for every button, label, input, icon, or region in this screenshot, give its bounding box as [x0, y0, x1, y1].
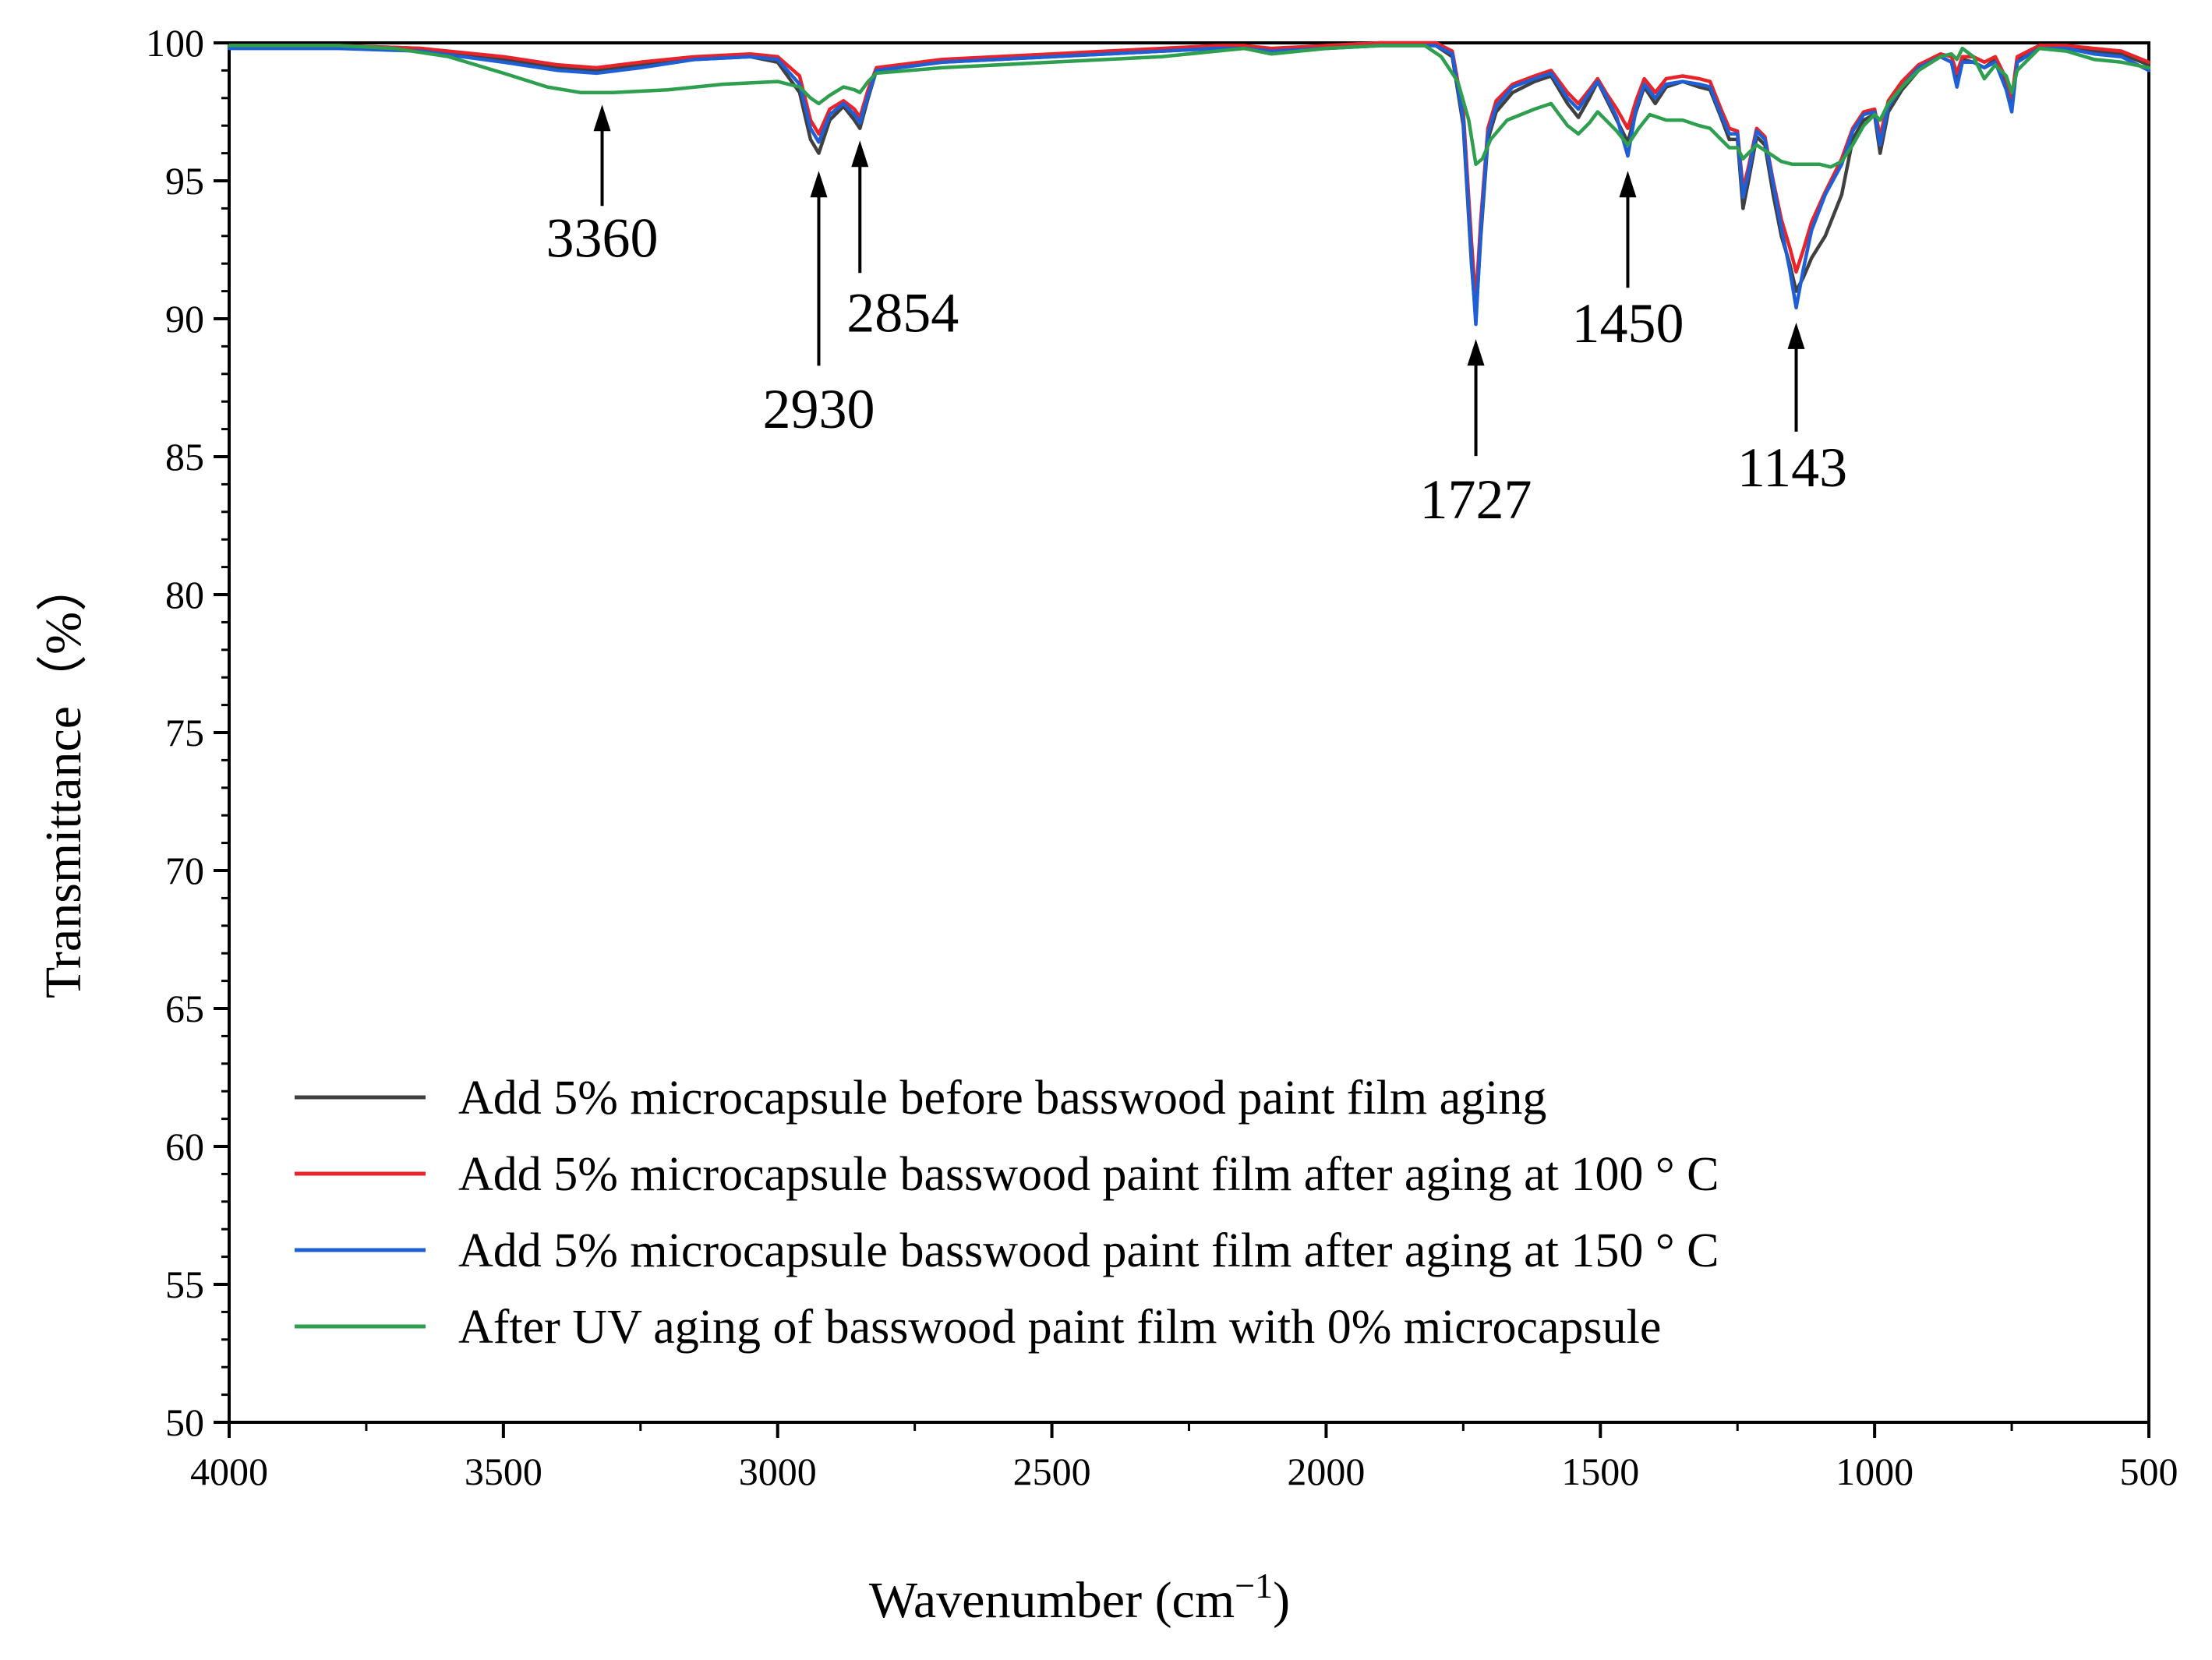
peak-arrow-head [1787, 322, 1805, 349]
peak-label: 1143 [1737, 436, 1847, 499]
y-tick-label: 95 [165, 159, 204, 203]
x-tick-label: 3000 [739, 1450, 817, 1493]
plot-frame [228, 41, 2150, 1424]
legend-label-2: Add 5% microcapsule basswood paint film … [458, 1148, 1719, 1201]
x-tick-label: 2500 [1013, 1450, 1091, 1493]
y-tick-label: 80 [165, 573, 204, 616]
legend-label-3: Add 5% microcapsule basswood paint film … [458, 1224, 1719, 1277]
x-tick-label: 3500 [465, 1450, 542, 1493]
y-tick-label: 70 [165, 849, 204, 892]
series-layer [227, 41, 2151, 327]
x-tick-label: 500 [2120, 1450, 2178, 1493]
y-tick-label: 60 [165, 1125, 204, 1168]
x-axis-title-superscript: −1 [1235, 1566, 1273, 1605]
x-axis-title: Wavenumber (cm−1) [869, 1566, 1290, 1630]
plot-area: 3360 2930 2854 1727 1450 1143 [227, 41, 2151, 1424]
peak-arrow-head [1467, 339, 1485, 366]
series-line-3 [227, 44, 2151, 327]
x-tick-label: 2000 [1287, 1450, 1365, 1493]
y-tick-label: 50 [165, 1400, 204, 1444]
peak-arrow-head [810, 171, 828, 198]
annotation-layer: 3360 2930 2854 1727 1450 1143 [546, 104, 1847, 531]
peak-arrow-head [1619, 171, 1637, 198]
x-axis-title-main: Wavenumber (cm [869, 1572, 1235, 1629]
peak-label: 1727 [1420, 468, 1532, 531]
y-tick-label: 85 [165, 435, 204, 479]
peak-arrow-head [593, 104, 611, 132]
peak-label: 1450 [1571, 292, 1684, 355]
legend-label-1: Add 5% microcapsule before basswood pain… [458, 1072, 1546, 1125]
x-tick-label: 1500 [1561, 1450, 1639, 1493]
peak-label: 2930 [762, 378, 875, 440]
legend: Add 5% microcapsule before basswood pain… [295, 1072, 1719, 1354]
series-line-2 [227, 41, 2151, 305]
y-tick-label: 75 [165, 711, 204, 754]
y-tick-label: 90 [165, 297, 204, 341]
y-axis-title: Transmittance（%） [35, 560, 92, 998]
peak-label: 2854 [846, 281, 959, 344]
x-axis-title-close: ) [1273, 1572, 1290, 1629]
y-tick-label: 100 [146, 21, 204, 65]
series-line-4 [227, 44, 2151, 169]
x-axis: 4000 3500 3000 2500 2000 1500 1000 500 [190, 1422, 2178, 1493]
legend-label-4: After UV aging of basswood paint film wi… [458, 1301, 1661, 1354]
y-tick-label: 65 [165, 987, 204, 1030]
series-line-1 [227, 41, 2151, 321]
x-tick-label: 4000 [190, 1450, 268, 1493]
peak-label: 3360 [546, 207, 659, 269]
peak-arrow-head [851, 140, 869, 168]
y-axis: 50 55 60 65 70 75 80 85 90 95 100 [146, 21, 229, 1444]
x-tick-label: 1000 [1836, 1450, 1913, 1493]
y-tick-label: 55 [165, 1263, 204, 1306]
